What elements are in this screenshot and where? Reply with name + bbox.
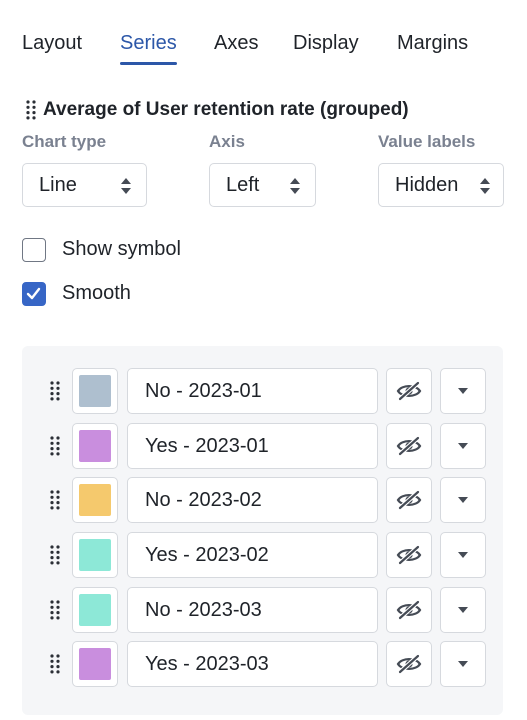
- series-visibility-button[interactable]: [386, 532, 432, 578]
- series-options-button[interactable]: [440, 423, 486, 469]
- series-options-button[interactable]: [440, 587, 486, 633]
- axis-select[interactable]: Left: [209, 163, 316, 207]
- eye-slash-icon: [396, 381, 422, 401]
- series-visibility-button[interactable]: [386, 423, 432, 469]
- series-visibility-button[interactable]: [386, 587, 432, 633]
- series-color-picker[interactable]: [72, 477, 118, 523]
- series-row: No - 2023-02: [22, 477, 503, 525]
- series-color-swatch: [79, 648, 111, 680]
- show-symbol-checkbox[interactable]: [22, 238, 46, 262]
- series-name-input[interactable]: Yes - 2023-01: [127, 423, 378, 469]
- series-color-swatch: [79, 594, 111, 626]
- eye-slash-icon: [396, 654, 422, 674]
- series-options-button[interactable]: [440, 368, 486, 414]
- tab-display[interactable]: Display: [293, 32, 359, 54]
- caret-down-icon: [458, 388, 468, 394]
- chart-type-value: Line: [39, 173, 77, 196]
- series-group-title: Average of User retention rate (grouped): [26, 97, 409, 123]
- value-labels-label: Value labels: [378, 132, 476, 151]
- chart-type-label: Chart type: [22, 132, 107, 151]
- select-arrows-icon: [290, 178, 300, 194]
- caret-down-icon: [458, 552, 468, 558]
- series-color-swatch: [79, 484, 111, 516]
- series-color-swatch: [79, 430, 111, 462]
- series-color-swatch: [79, 375, 111, 407]
- tab-layout[interactable]: Layout: [22, 32, 83, 54]
- series-row: No - 2023-03: [22, 587, 503, 635]
- series-visibility-button[interactable]: [386, 641, 432, 687]
- series-color-swatch: [79, 539, 111, 571]
- series-name-input[interactable]: Yes - 2023-02: [127, 532, 378, 578]
- axis-label: Axis: [209, 132, 245, 151]
- smooth-label[interactable]: Smooth: [62, 282, 131, 304]
- eye-slash-icon: [396, 545, 422, 565]
- series-options-button[interactable]: [440, 477, 486, 523]
- eye-slash-icon: [396, 600, 422, 620]
- axis-value: Left: [226, 173, 260, 196]
- series-name-input[interactable]: No - 2023-01: [127, 368, 378, 414]
- caret-down-icon: [458, 607, 468, 613]
- series-options-button[interactable]: [440, 641, 486, 687]
- eye-slash-icon: [396, 436, 422, 456]
- chart-type-select[interactable]: Line: [22, 163, 147, 207]
- series-group-title-text: Average of User retention rate (grouped): [43, 99, 409, 120]
- series-row: No - 2023-01: [22, 368, 503, 416]
- series-name-input[interactable]: No - 2023-02: [127, 477, 378, 523]
- series-name-input[interactable]: Yes - 2023-03: [127, 641, 378, 687]
- series-color-picker[interactable]: [72, 641, 118, 687]
- drag-handle-icon[interactable]: [50, 600, 61, 620]
- series-row: Yes - 2023-03: [22, 641, 503, 689]
- select-arrows-icon: [480, 178, 490, 194]
- series-color-picker[interactable]: [72, 587, 118, 633]
- series-visibility-button[interactable]: [386, 368, 432, 414]
- drag-handle-icon[interactable]: [50, 436, 61, 456]
- drag-handle-icon[interactable]: [50, 381, 61, 401]
- series-name-input[interactable]: No - 2023-03: [127, 587, 378, 633]
- eye-slash-icon: [396, 490, 422, 510]
- drag-handle-icon[interactable]: [50, 545, 61, 565]
- smooth-checkbox[interactable]: [22, 282, 46, 306]
- series-visibility-button[interactable]: [386, 477, 432, 523]
- value-labels-select[interactable]: Hidden: [378, 163, 504, 207]
- select-arrows-icon: [121, 178, 131, 194]
- tab-margins[interactable]: Margins: [397, 32, 469, 54]
- series-color-picker[interactable]: [72, 368, 118, 414]
- caret-down-icon: [458, 497, 468, 503]
- series-options-button[interactable]: [440, 532, 486, 578]
- caret-down-icon: [458, 661, 468, 667]
- drag-handle-icon[interactable]: [50, 490, 61, 510]
- checkmark-icon: [26, 287, 41, 300]
- drag-handle-icon[interactable]: [26, 100, 37, 120]
- series-list-panel: No - 2023-01 Yes - 2023-01 No - 2023-02 Yes…: [22, 346, 503, 715]
- series-row: Yes - 2023-01: [22, 423, 503, 471]
- value-labels-value: Hidden: [395, 173, 459, 196]
- series-row: Yes - 2023-02: [22, 532, 503, 580]
- series-color-picker[interactable]: [72, 423, 118, 469]
- tab-axes[interactable]: Axes: [214, 32, 259, 54]
- show-symbol-label[interactable]: Show symbol: [62, 238, 181, 260]
- drag-handle-icon[interactable]: [50, 654, 61, 674]
- caret-down-icon: [458, 443, 468, 449]
- series-color-picker[interactable]: [72, 532, 118, 578]
- tab-series[interactable]: Series: [120, 32, 177, 65]
